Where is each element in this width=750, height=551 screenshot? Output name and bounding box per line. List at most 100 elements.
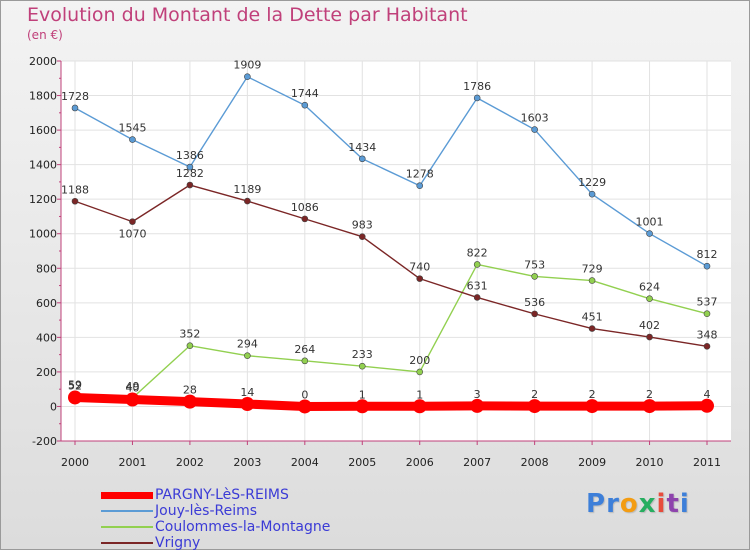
proxiti-logo: Proxiti: [586, 489, 690, 519]
data-label: 2: [646, 388, 653, 401]
data-label: 52: [68, 379, 82, 392]
legend-label: Coulommes-la-Montagne: [155, 519, 331, 535]
data-label: 1070: [118, 228, 146, 241]
logo-letter: o: [619, 489, 639, 519]
data-label: 352: [179, 328, 200, 341]
x-tick-label: 2000: [61, 456, 89, 469]
data-point: [473, 294, 481, 301]
data-point: [301, 101, 309, 109]
data-point: [470, 398, 485, 413]
data-point: [531, 273, 538, 280]
data-point: [416, 182, 424, 190]
data-label: 1786: [463, 80, 491, 93]
data-point: [355, 399, 370, 414]
data-point: [703, 262, 711, 270]
legend-label: PARGNY-LèS-REIMS: [155, 487, 289, 503]
y-tick-label: -200: [32, 435, 57, 448]
x-tick-label: 2002: [176, 456, 204, 469]
data-label: 4: [704, 388, 711, 401]
y-tick-label: 1400: [29, 159, 57, 172]
data-point: [585, 399, 600, 414]
y-tick-label: 0: [50, 400, 57, 413]
data-label: 740: [409, 261, 430, 274]
legend-swatch: [101, 542, 153, 544]
axes: 2000180016001400120010008006004002000-20…: [29, 55, 731, 469]
data-point: [700, 398, 714, 413]
data-label: 1229: [578, 176, 606, 189]
data-point: [531, 310, 538, 318]
grid: [61, 60, 731, 442]
data-label: 3: [474, 388, 481, 401]
data-point: [646, 333, 653, 341]
data-point: [473, 261, 481, 268]
series-1: 1728 1545 1386 1909 1744 1434 1278 1786 1603 1229…: [61, 59, 718, 270]
data-point: [244, 197, 251, 205]
data-point: [125, 392, 140, 407]
data-point: [646, 230, 653, 237]
data-label: 200: [409, 354, 430, 367]
data-label: 624: [639, 281, 660, 294]
x-tick-label: 2007: [463, 456, 491, 469]
x-tick-label: 2004: [291, 456, 319, 469]
legend-swatch: [101, 510, 153, 512]
data-point: [301, 357, 309, 365]
series-line: [70, 392, 712, 411]
data-point: [71, 104, 79, 112]
data-point: [588, 190, 596, 198]
logo-letter: r: [606, 489, 620, 519]
chart-subtitle: (en €): [27, 28, 63, 42]
data-point: [129, 136, 136, 143]
y-tick-label: 2000: [29, 55, 57, 68]
data-point: [412, 399, 427, 414]
data-label: 1909: [233, 59, 261, 72]
y-tick-label: 200: [36, 366, 57, 379]
data-point: [358, 233, 366, 240]
x-tick-label: 2008: [521, 456, 549, 469]
data-label: 1603: [521, 112, 549, 125]
data-label: 402: [639, 319, 660, 332]
data-label: 983: [352, 219, 373, 232]
data-label: 49: [125, 380, 139, 393]
data-point: [588, 325, 596, 332]
data-label: 59: [68, 378, 82, 391]
logo-letter: t: [666, 489, 680, 519]
data-point: [301, 215, 309, 223]
data-point: [703, 343, 711, 350]
data-point: [588, 277, 596, 284]
logo-letter: i: [679, 489, 690, 519]
x-tick-label: 2001: [118, 456, 146, 469]
data-point: [129, 218, 136, 225]
x-tick-label: 2003: [233, 456, 261, 469]
data-label: 2: [589, 388, 596, 401]
legend-label: Jouy-lès-Reims: [155, 503, 258, 519]
logo-letter: i: [656, 489, 667, 519]
data-point: [186, 181, 194, 189]
data-label: 1086: [291, 201, 319, 214]
series-line: [74, 263, 708, 399]
y-tick-label: 1600: [29, 124, 57, 137]
series-line: [74, 76, 708, 267]
data-label: 753: [524, 258, 545, 271]
data-label: 1189: [233, 183, 261, 196]
data-label: 537: [697, 296, 718, 309]
logo-letter: P: [586, 489, 607, 519]
data-label: 536: [524, 296, 545, 309]
legend-swatch: [101, 526, 153, 528]
data-label: 1728: [61, 90, 89, 103]
data-point: [527, 399, 542, 414]
data-label: 451: [582, 311, 603, 324]
data-label: 40: [125, 382, 139, 395]
data-label: 822: [467, 246, 488, 259]
data-point: [531, 126, 538, 133]
x-tick-label: 2011: [693, 456, 721, 469]
data-point: [244, 73, 251, 81]
data-point: [703, 310, 711, 318]
data-point: [186, 342, 194, 349]
data-label: 1278: [406, 168, 434, 181]
data-point: [297, 399, 312, 414]
y-tick-label: 800: [36, 262, 57, 275]
y-tick-label: 600: [36, 297, 57, 310]
data-label: 729: [582, 263, 603, 276]
